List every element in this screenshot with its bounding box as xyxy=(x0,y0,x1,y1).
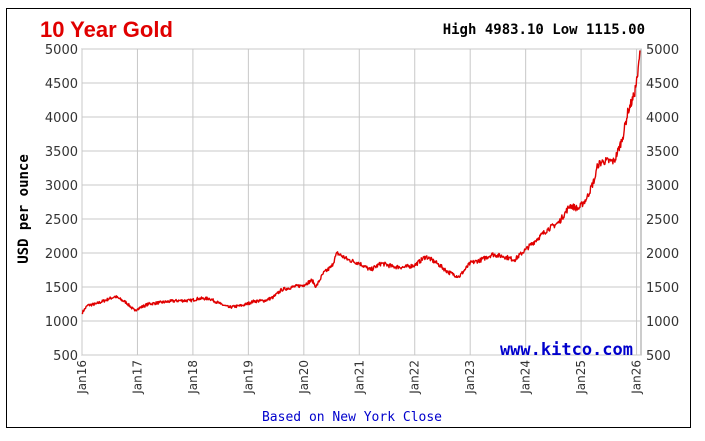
y-tick-label-right: 2500 xyxy=(646,213,679,228)
y-tick-label-right: 3500 xyxy=(646,145,679,160)
y-tick-label-left: 4500 xyxy=(45,77,78,92)
high-low-readout: High 4983.10 Low 1115.00 xyxy=(443,22,645,38)
gold-price-line xyxy=(81,50,641,315)
x-tick-label: Jan16 xyxy=(75,360,89,395)
watermark-url: www.kitco.com xyxy=(500,340,633,360)
x-tick-label: Jan24 xyxy=(519,360,533,395)
x-tick-label: Jan26 xyxy=(630,360,644,395)
x-tick-label: Jan23 xyxy=(463,360,477,395)
y-tick-label-right: 1500 xyxy=(646,281,679,296)
x-tick-label: Jan21 xyxy=(352,360,366,395)
chart-title: 10 Year Gold xyxy=(40,17,173,42)
y-tick-label-right: 2000 xyxy=(646,247,679,262)
x-axis: Jan16 Jan17 Jan18 Jan19 Jan20 Jan21 Jan22 Jan23… xyxy=(75,360,644,395)
x-tick-label: Jan25 xyxy=(574,360,588,395)
x-tick-label: Jan22 xyxy=(408,360,422,395)
y-axis-label: USD per ounce xyxy=(16,154,32,264)
y-tick-label-left: 5000 xyxy=(45,43,78,58)
grid xyxy=(81,48,642,356)
y-tick-label-left: 1000 xyxy=(45,315,78,330)
y-tick-label-right: 500 xyxy=(646,349,671,364)
y-tick-label-left: 3000 xyxy=(45,179,78,194)
y-tick-label-right: 4000 xyxy=(646,111,679,126)
y-tick-label-right: 4500 xyxy=(646,77,679,92)
x-tick-label: Jan18 xyxy=(186,360,200,395)
y-axis-left: 5000 4500 4000 3500 3000 2500 2000 1500 1000 500 xyxy=(45,43,78,364)
y-tick-label-left: 2500 xyxy=(45,213,78,228)
x-tick-label: Jan17 xyxy=(130,360,144,395)
footer-note: Based on New York Close xyxy=(262,410,442,425)
y-tick-label-left: 4000 xyxy=(45,111,78,126)
y-tick-label-left: 500 xyxy=(53,349,78,364)
gold-price-chart: 10 Year Gold High 4983.10 Low 1115.00 50… xyxy=(16,17,679,425)
x-tick-label: Jan20 xyxy=(297,360,311,395)
plot-area xyxy=(81,48,642,356)
y-tick-label-left: 3500 xyxy=(45,145,78,160)
y-tick-label-right: 1000 xyxy=(646,315,679,330)
y-tick-label-right: 5000 xyxy=(646,43,679,58)
x-tick-label: Jan19 xyxy=(241,360,255,395)
y-tick-label-left: 1500 xyxy=(45,281,78,296)
y-tick-label-left: 2000 xyxy=(45,247,78,262)
chart-frame: 10 Year Gold High 4983.10 Low 1115.00 50… xyxy=(6,8,691,428)
y-tick-label-right: 3000 xyxy=(646,179,679,194)
y-axis-right: 5000 4500 4000 3500 3000 2500 2000 1500 1000 500 xyxy=(646,43,679,364)
